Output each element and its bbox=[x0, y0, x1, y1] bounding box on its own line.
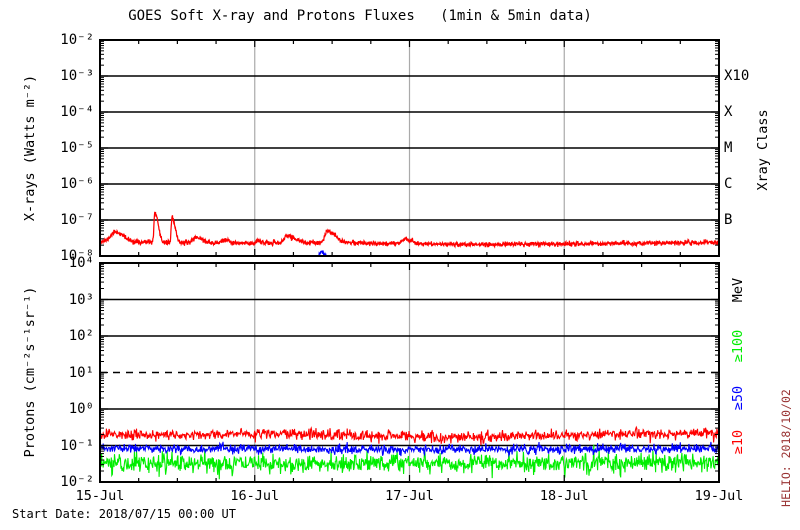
series-proton-ge10MeV bbox=[99, 425, 720, 446]
x-tick-label: 17-Jul bbox=[385, 488, 434, 504]
y-tick-label: 10² bbox=[68, 328, 94, 344]
y-tick-label: 10³ bbox=[68, 291, 94, 308]
x-tick-label: 19-Jul bbox=[694, 488, 744, 504]
x-tick-label: 18-Jul bbox=[539, 488, 589, 504]
xray-class-axis-label: Xray Class bbox=[755, 109, 771, 191]
credit-label: HELIO: 2018/10/02 bbox=[779, 389, 793, 507]
series-proton-ge100MeV bbox=[99, 444, 720, 480]
right-label-≥50: ≥50 bbox=[730, 385, 746, 411]
y-tick-label: 10⁰ bbox=[68, 401, 94, 417]
xray-class-X: X bbox=[724, 104, 733, 120]
y-tick-label: 10⁻² bbox=[60, 32, 94, 48]
xray-class-C: C bbox=[724, 176, 733, 192]
right-label-≥10: ≥10 bbox=[730, 429, 746, 455]
y-tick-label: 10⁻² bbox=[60, 474, 94, 490]
y-tick-label: 10⁻⁶ bbox=[60, 176, 94, 192]
y-tick-label: 10⁴ bbox=[68, 255, 94, 271]
xray-class-M: M bbox=[724, 140, 733, 156]
x-tick-label: 15-Jul bbox=[75, 488, 125, 504]
y-tick-label: 10¹ bbox=[68, 364, 94, 381]
chart-title: GOES Soft X-ray and Protons Fluxes (1min… bbox=[128, 8, 592, 24]
y-tick-label: 10⁻¹ bbox=[60, 437, 94, 454]
xray-class-B: B bbox=[724, 212, 733, 228]
xray-class-X10: X10 bbox=[724, 68, 750, 84]
x-tick-label: 16-Jul bbox=[230, 488, 280, 504]
y-tick-label: 10⁻⁴ bbox=[60, 104, 94, 120]
y-tick-label: 10⁻³ bbox=[60, 68, 94, 84]
y-tick-label: 10⁻⁸ bbox=[60, 248, 94, 264]
start-date-label: Start Date: 2018/07/15 00:00 UT bbox=[12, 507, 236, 521]
y-tick-label: 10⁻⁵ bbox=[60, 140, 94, 156]
right-label-MeV: MeV bbox=[730, 278, 746, 303]
series-proton-ge50MeV bbox=[99, 441, 720, 458]
right-label-≥100: ≥100 bbox=[730, 329, 746, 363]
series-xray-long-1-8A bbox=[99, 211, 720, 249]
y-tick-label: 10⁻⁷ bbox=[60, 212, 94, 228]
